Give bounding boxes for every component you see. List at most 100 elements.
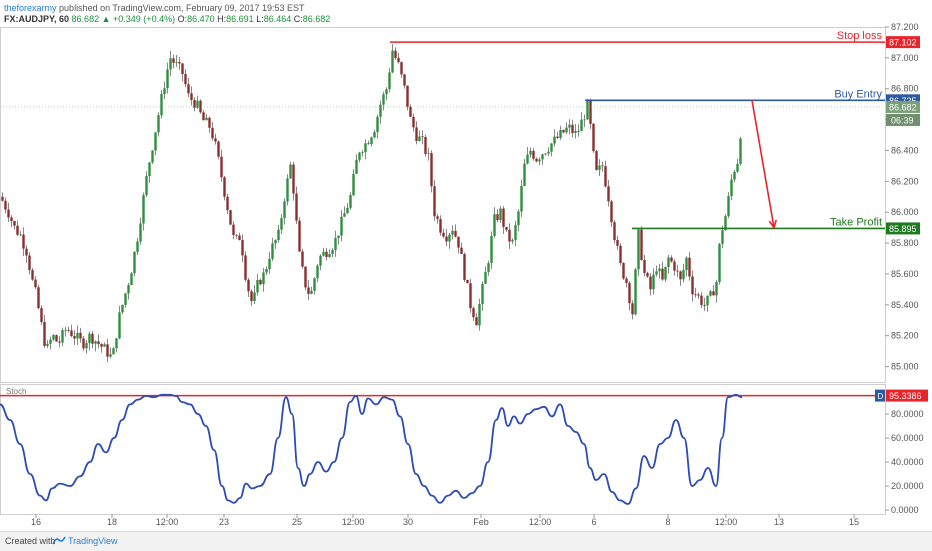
countdown-tag (886, 113, 920, 126)
candle-body (31, 270, 34, 280)
candle-body (88, 333, 91, 344)
last-price-value: 86.682 (889, 102, 917, 112)
candle-body (4, 200, 7, 210)
tradingview-brand-link[interactable]: TradingView (68, 536, 118, 546)
candle-body (415, 127, 418, 142)
candle-body (394, 50, 397, 58)
candle-body (181, 63, 184, 75)
candle-body (499, 208, 502, 221)
candle-body (73, 336, 76, 339)
time-tick-label: 25 (292, 517, 302, 527)
candle-body (562, 129, 565, 133)
candle-body (184, 74, 187, 85)
candle-body (217, 141, 220, 157)
author-link[interactable]: theforexarmy (4, 3, 57, 13)
candle-body (325, 251, 328, 257)
created-with-label: Created with (5, 536, 56, 546)
candle-body (718, 243, 721, 283)
candle-body (169, 58, 172, 70)
candle-body (451, 230, 454, 235)
candle-body (388, 72, 391, 90)
stoch-tick-label: 60.0000 (891, 433, 924, 443)
stoch-axis[interactable]: 80.0000 60.0000 40.0000 20.0000 0.0000 D 95.33… (875, 389, 928, 515)
candle-body (505, 226, 508, 230)
candle-body (370, 137, 373, 144)
candle-body (214, 138, 217, 142)
candle-body (436, 216, 439, 219)
time-tick-label: 12:00 (529, 517, 552, 527)
candle-body (619, 245, 622, 263)
candle-body (316, 265, 319, 279)
candle-body (487, 263, 490, 272)
candle-body (319, 255, 322, 266)
candle-body (640, 229, 643, 260)
annotation-price-value: 85.895 (889, 224, 917, 234)
candle-body (271, 243, 274, 259)
candle-body (733, 171, 736, 180)
candle-body (739, 138, 742, 164)
candle-body (433, 186, 436, 217)
stoch-tick-label: 0.0000 (891, 505, 919, 515)
candle-body (175, 62, 178, 63)
candle-body (595, 151, 598, 170)
candle-body (145, 176, 148, 196)
target-arrow-line (751, 100, 775, 228)
annotation-label: Stop loss (837, 30, 883, 42)
candle-body (79, 332, 82, 339)
candle-body (358, 152, 361, 160)
time-tick-label: 12:00 (156, 517, 179, 527)
price-panel-frame (0, 27, 886, 383)
candle-body (580, 119, 583, 132)
candle-body (571, 124, 574, 133)
candle-body (397, 57, 400, 63)
candle-body (706, 295, 709, 306)
candle-body (238, 235, 241, 241)
candle-body (586, 100, 589, 120)
candle-body (730, 179, 733, 197)
stoch-line (0, 393, 743, 505)
candle-body (40, 308, 43, 323)
candle-body (448, 234, 451, 242)
annotation-price-value: 87.102 (889, 38, 917, 48)
low-value: 86.464 (263, 14, 292, 24)
time-axis[interactable]: 16 18 12:00 23 25 12:00 30 Feb 12:00 6 8 12:00 13 15 (31, 514, 859, 527)
chart-canvas[interactable]: Stop loss Buy Entry Take Profit 87.200 87.0… (0, 0, 932, 531)
candle-body (328, 254, 331, 257)
candle-body (667, 257, 670, 267)
candle-body (472, 308, 475, 318)
footer-bar: Created with TradingView (0, 531, 932, 551)
stoch-marker-tag (875, 389, 885, 402)
candle-body (193, 100, 196, 108)
candle-body (604, 166, 607, 187)
low-label: L: (256, 14, 264, 24)
candle-body (454, 230, 457, 237)
candle-body (160, 94, 163, 116)
candle-body (520, 185, 523, 212)
change-value: +0.349 (+0.4%) (113, 14, 176, 24)
candle-body (616, 240, 619, 246)
candle-body (187, 84, 190, 94)
candle-body (118, 312, 121, 339)
candle-body (334, 238, 337, 251)
time-tick-label: 18 (107, 517, 117, 527)
time-tick-label: 13 (774, 517, 784, 527)
symbol-label[interactable]: FX:AUDJPY, 60 (4, 14, 70, 24)
candle-body (610, 201, 613, 223)
candle-body (343, 213, 346, 217)
candle-body (352, 173, 355, 196)
stoch-value-tag (886, 389, 928, 402)
candle-body (253, 292, 256, 302)
price-axis[interactable]: 87.20087.00086.80086.60086.40086.20086.0… (885, 22, 932, 514)
candle-body (304, 266, 307, 288)
candle-body (289, 164, 292, 179)
time-tick-label: Feb (473, 517, 489, 527)
annotation-price-value: 86.725 (889, 96, 917, 106)
candle-body (517, 211, 520, 226)
candle-body (496, 214, 499, 221)
candle-body (133, 251, 136, 274)
time-tick-label: 15 (849, 517, 859, 527)
candle-body (442, 232, 445, 237)
candle-body (502, 208, 505, 227)
price-tick-label: 87.200 (891, 22, 919, 32)
candle-body (565, 127, 568, 133)
